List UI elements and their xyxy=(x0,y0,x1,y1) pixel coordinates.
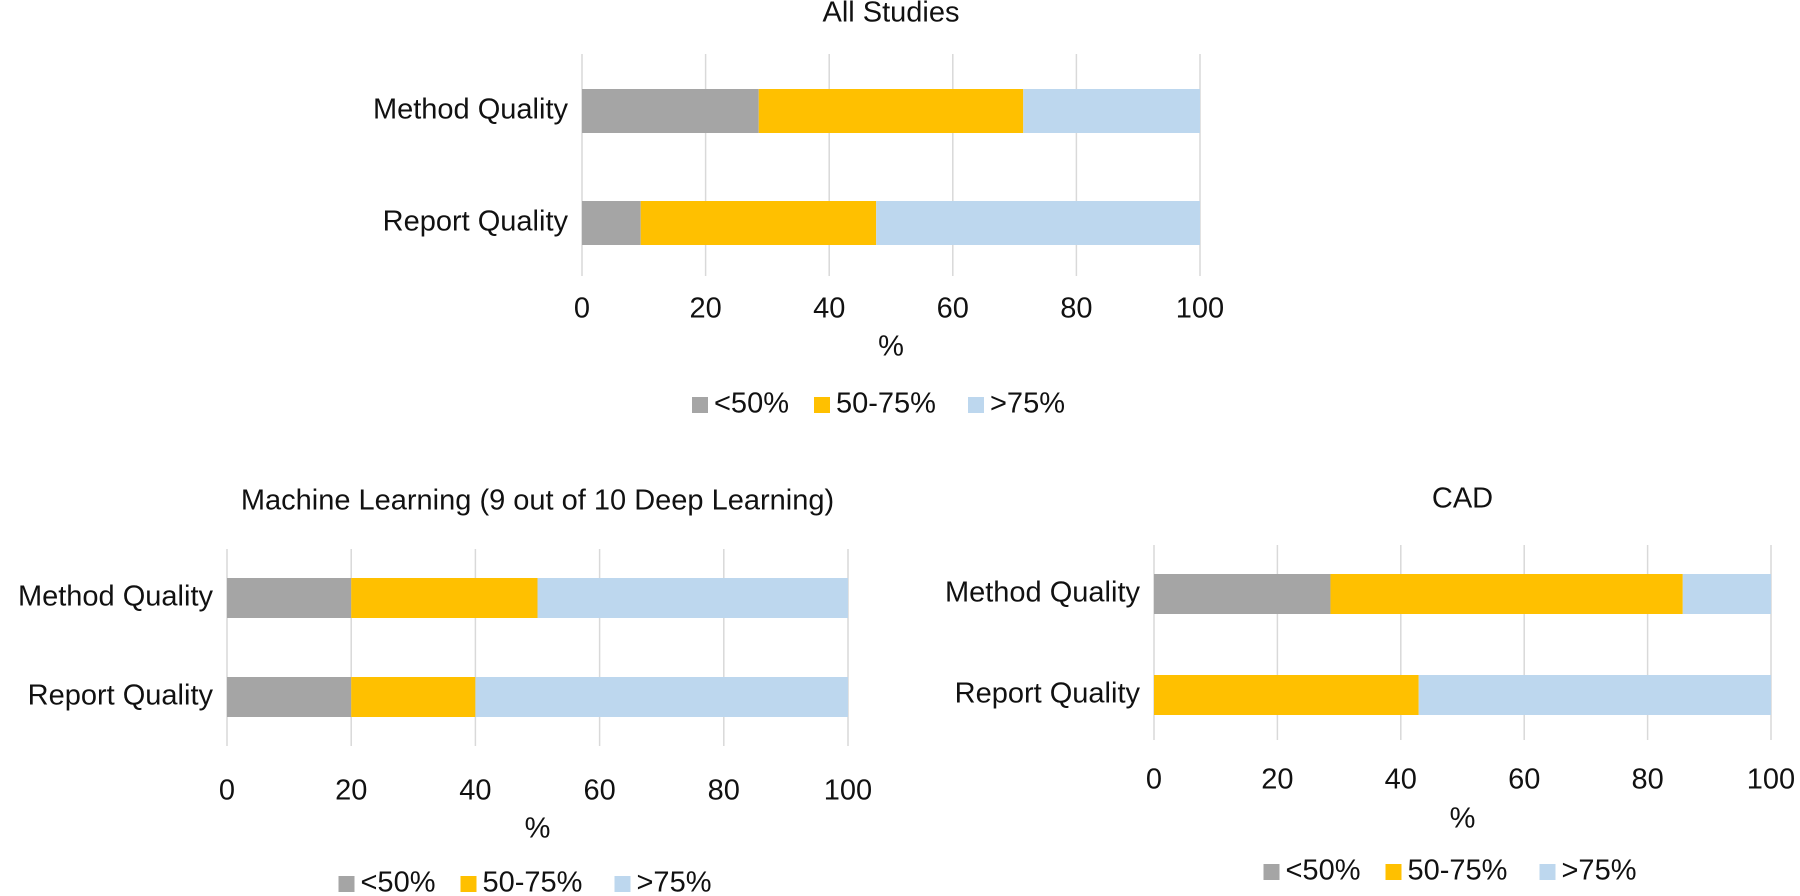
x-tick-label: 80 xyxy=(1060,293,1092,325)
bar-segment xyxy=(640,201,877,245)
legend-swatch xyxy=(1385,864,1402,880)
legend-swatch xyxy=(814,397,830,413)
category-label: Report Quality xyxy=(28,680,214,712)
category-label: Report Quality xyxy=(383,206,569,238)
category-label: Method Quality xyxy=(18,581,214,613)
legend-label: >75% xyxy=(990,388,1065,420)
bar-segment xyxy=(351,578,538,618)
chart-title: Machine Learning (9 out of 10 Deep Learn… xyxy=(241,485,834,517)
category-label: Method Quality xyxy=(373,94,569,126)
legend-label: 50-75% xyxy=(483,867,583,896)
x-tick-label: 60 xyxy=(583,775,615,807)
category-label: Report Quality xyxy=(955,678,1141,710)
x-tick-label: 100 xyxy=(1176,293,1224,325)
chart-title: All Studies xyxy=(822,0,959,29)
x-tick-label: 20 xyxy=(1261,764,1293,796)
x-tick-label: 60 xyxy=(937,293,969,325)
legend-label: <50% xyxy=(714,388,789,420)
bar-segment xyxy=(582,89,759,133)
x-tick-label: 20 xyxy=(689,293,721,325)
bar-segment xyxy=(227,677,352,717)
x-tick-label: 40 xyxy=(459,775,491,807)
bar-segment xyxy=(1418,675,1771,715)
chart-title: CAD xyxy=(1432,483,1493,515)
legend-swatch xyxy=(692,397,708,413)
legend-swatch xyxy=(1539,864,1556,880)
legend-swatch xyxy=(1263,864,1280,880)
x-tick-label: 60 xyxy=(1508,764,1540,796)
x-axis-label: % xyxy=(525,813,551,845)
x-tick-label: 40 xyxy=(1385,764,1417,796)
bar-segment xyxy=(1154,574,1331,614)
legend-label: >75% xyxy=(637,867,712,896)
bar-segment xyxy=(351,677,476,717)
legend-swatch xyxy=(968,397,984,413)
legend-label: 50-75% xyxy=(1408,855,1508,887)
x-tick-label: 100 xyxy=(1747,764,1795,796)
bar-segment xyxy=(582,201,641,245)
category-label: Method Quality xyxy=(945,577,1141,609)
x-tick-label: 0 xyxy=(574,293,590,325)
legend-label: <50% xyxy=(361,867,436,896)
legend-swatch xyxy=(460,876,477,892)
bar-segment xyxy=(1154,675,1419,715)
x-tick-label: 100 xyxy=(824,775,872,807)
x-axis-label: % xyxy=(1450,803,1476,835)
legend-swatch xyxy=(338,876,355,892)
x-tick-label: 80 xyxy=(708,775,740,807)
legend-label: >75% xyxy=(1562,855,1637,887)
bar-segment xyxy=(537,578,848,618)
bar-segment xyxy=(1023,89,1200,133)
x-tick-label: 20 xyxy=(335,775,367,807)
bar-segment xyxy=(1682,574,1771,614)
bar-segment xyxy=(758,89,1024,133)
legend-label: <50% xyxy=(1286,855,1361,887)
legend-label: 50-75% xyxy=(836,388,936,420)
bar-segment xyxy=(227,578,352,618)
x-tick-label: 80 xyxy=(1631,764,1663,796)
bar-segment xyxy=(876,201,1200,245)
x-tick-label: 0 xyxy=(1146,764,1162,796)
bar-segment xyxy=(475,677,848,717)
bar-segment xyxy=(1330,574,1683,614)
x-tick-label: 0 xyxy=(219,775,235,807)
x-tick-label: 40 xyxy=(813,293,845,325)
x-axis-label: % xyxy=(878,331,904,363)
legend-swatch xyxy=(614,876,631,892)
